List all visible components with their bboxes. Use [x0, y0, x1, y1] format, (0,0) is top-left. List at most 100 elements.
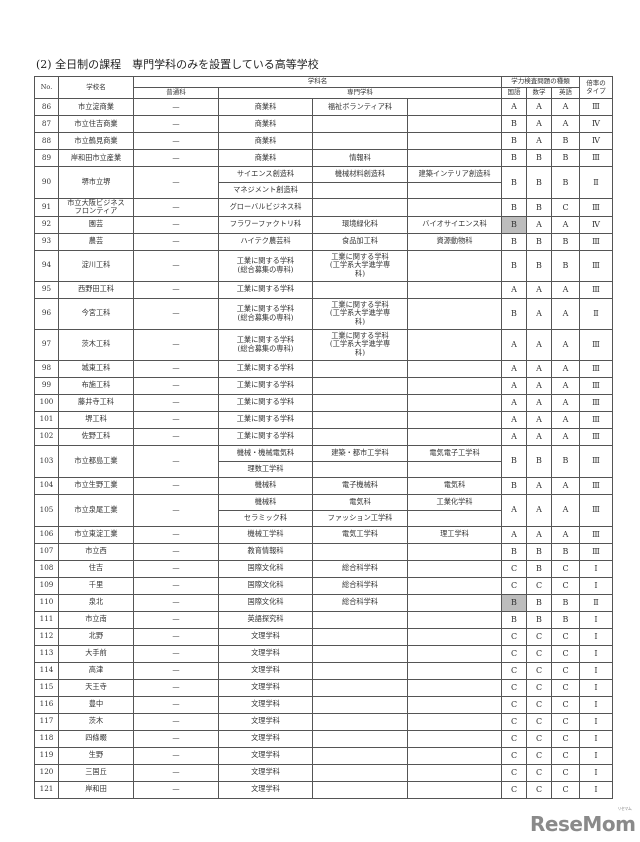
table-row: 106 市立東淀工業 — 機械工学科 電気工学科 理工学科 A A A Ⅲ — [34, 525, 613, 544]
school-name: 農芸 — [58, 232, 134, 251]
table-row: 100 藤井寺工科 — 工業に関する学科 A A A Ⅲ — [34, 393, 613, 412]
table-row: 117 茨木 — 文理学科 C C C Ⅰ — [34, 712, 613, 731]
exam-japanese: A — [501, 410, 527, 429]
table-row: 110 泉北 — 国際文化科 総合科学科 B B B Ⅱ — [34, 593, 613, 612]
header-math: 数学 — [526, 87, 552, 99]
specialized-course — [407, 393, 502, 412]
exam-japanese: C — [501, 746, 527, 765]
table-row: 88 市立鶴見商業 — 商業科 B A B Ⅳ — [34, 132, 613, 150]
exam-japanese: C — [501, 661, 527, 680]
school-name: 市立住吉商業 — [58, 115, 134, 133]
specialized-course — [407, 98, 502, 116]
header-school: 学校名 — [58, 76, 134, 99]
exam-english: B — [551, 610, 580, 629]
table-row: 119 生野 — 文理学科 C C C Ⅰ — [34, 746, 613, 765]
school-name: 園芸 — [58, 215, 134, 234]
school-name: 市立南 — [58, 610, 134, 629]
exam-english: A — [551, 297, 580, 330]
exam-english: C — [551, 746, 580, 765]
exam-english: B — [551, 542, 580, 561]
exam-japanese: C — [501, 712, 527, 731]
exam-japanese: B — [501, 444, 527, 478]
exam-japanese: B — [501, 198, 527, 217]
specialized-course: 文理学科 — [218, 780, 313, 799]
specialized-course — [312, 427, 408, 446]
table-row: 118 四條畷 — 文理学科 C C C Ⅰ — [34, 729, 613, 748]
ratio-type: Ⅲ — [579, 525, 613, 544]
specialized-course: 建築インテリア創造科 — [407, 166, 502, 183]
exam-math: B — [526, 542, 552, 561]
exam-math: A — [526, 98, 552, 116]
exam-japanese: A — [501, 376, 527, 395]
specialized-course: 機械材料創造科 — [312, 166, 408, 183]
specialized-course: 商業科 — [218, 149, 313, 167]
ratio-type: Ⅲ — [579, 427, 613, 446]
ratio-type: Ⅲ — [579, 149, 613, 167]
exam-english: C — [551, 695, 580, 714]
row-number: 111 — [34, 610, 59, 629]
specialized-course — [312, 746, 408, 765]
specialized-course: 工業に関する学科 (総合募集の専科) — [218, 297, 313, 330]
table-row: 105 市立泉尾工業 — 機械科 電気科 工業化学科 A A A Ⅲ — [34, 493, 613, 527]
table-row: 120 三国丘 — 文理学科 C C C Ⅰ — [34, 763, 613, 782]
exam-math: B — [526, 610, 552, 629]
exam-math: A — [526, 115, 552, 133]
specialized-course: 文理学科 — [218, 678, 313, 697]
exam-math: A — [526, 493, 552, 527]
school-name: 市立東淀工業 — [58, 525, 134, 544]
ratio-type: Ⅱ — [579, 297, 613, 330]
exam-english: C — [551, 198, 580, 217]
exam-japanese: C — [501, 780, 527, 799]
exam-math: C — [526, 627, 552, 646]
specialized-course — [312, 410, 408, 429]
exam-japanese: C — [501, 576, 527, 595]
row-number: 113 — [34, 644, 59, 663]
row-number: 94 — [34, 249, 59, 282]
specialized-course — [312, 729, 408, 748]
specialized-course: 工業に関する学科 — [218, 359, 313, 378]
specialized-course: 工業に関する学科 (工学系大学進学専 科) — [312, 328, 408, 361]
exam-english: A — [551, 393, 580, 412]
ratio-type: Ⅰ — [579, 559, 613, 578]
header-department: 学科名 — [133, 76, 502, 88]
general-course: — — [133, 280, 219, 299]
row-number: 108 — [34, 559, 59, 578]
school-name: 豊中 — [58, 695, 134, 714]
specialized-course — [407, 542, 502, 561]
school-name: 市立西 — [58, 542, 134, 561]
exam-japanese: C — [501, 695, 527, 714]
school-name: 天王寺 — [58, 678, 134, 697]
school-name: 茨木工科 — [58, 328, 134, 361]
exam-japanese: A — [501, 359, 527, 378]
exam-english: C — [551, 661, 580, 680]
ratio-type: Ⅰ — [579, 576, 613, 595]
specialized-course — [312, 712, 408, 731]
table-row: 87 市立住吉商業 — 商業科 B A A Ⅳ — [34, 115, 613, 133]
specialized-course: マネジメント創造科 — [218, 182, 313, 199]
exam-math: A — [526, 328, 552, 361]
table-row: 86 市立淀商業 — 商業科 福祉ボランティア科 A A A Ⅲ — [34, 98, 613, 116]
row-number: 118 — [34, 729, 59, 748]
table-row: 92 園芸 — フラワーファクトリ科 環境緑化科 バイオサイエンス科 B A A Ⅳ — [34, 215, 613, 234]
general-course: — — [133, 376, 219, 395]
specialized-course: バイオサイエンス科 — [407, 215, 502, 234]
general-course: — — [133, 610, 219, 629]
exam-english: C — [551, 678, 580, 697]
exam-japanese: C — [501, 627, 527, 646]
general-course: — — [133, 198, 219, 217]
ratio-type: Ⅰ — [579, 763, 613, 782]
specialized-course — [312, 182, 408, 199]
specialized-course: 工業に関する学科 — [218, 376, 313, 395]
specialized-course: 工業に関する学科 (総合募集の専科) — [218, 328, 313, 361]
specialized-course: 機械工学科 — [218, 525, 313, 544]
exam-japanese: A — [501, 393, 527, 412]
school-name: 市立鶴見商業 — [58, 132, 134, 150]
specialized-course: ファッション工学科 — [312, 509, 408, 527]
ratio-type: Ⅰ — [579, 678, 613, 697]
table-row: 112 北野 — 文理学科 C C C Ⅰ — [34, 627, 613, 646]
specialized-course: 文理学科 — [218, 644, 313, 663]
general-course: — — [133, 712, 219, 731]
row-number: 112 — [34, 627, 59, 646]
school-name: 淀川工科 — [58, 249, 134, 282]
exam-math: C — [526, 746, 552, 765]
